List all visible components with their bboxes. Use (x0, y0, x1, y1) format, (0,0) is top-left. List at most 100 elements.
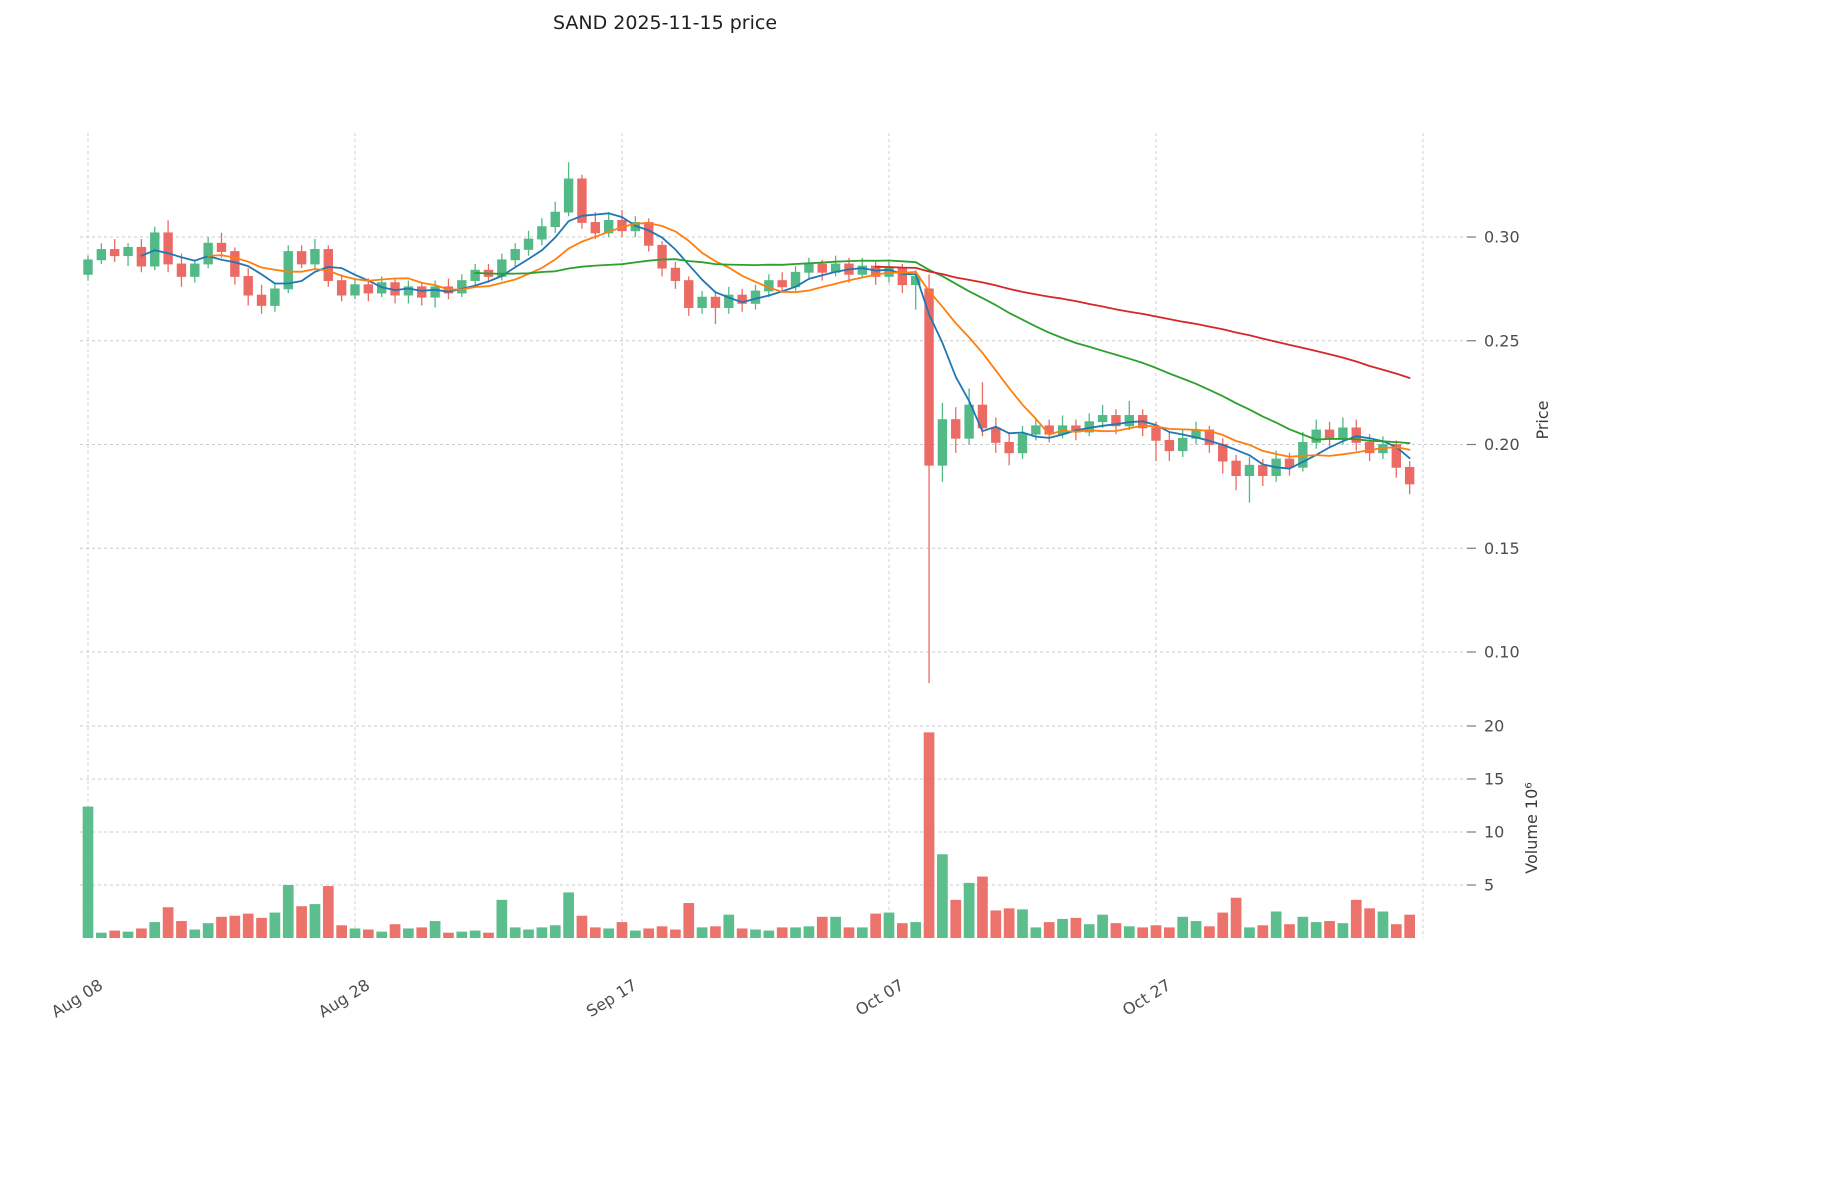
volume-bar (469, 930, 481, 938)
volume-bar (162, 907, 174, 938)
volume-tick-label: 10 (1484, 823, 1504, 842)
volume-bar (363, 929, 374, 938)
volume-bar (1003, 908, 1015, 938)
volume-bar (963, 882, 975, 938)
candle-body (363, 284, 374, 294)
volume-bar (216, 916, 227, 938)
volume-bar (816, 916, 828, 938)
candle-body (110, 249, 120, 257)
candle-body (1111, 415, 1121, 427)
candle-body (296, 251, 307, 265)
x-tick-label: Aug 08 (48, 975, 106, 1021)
volume-bar (1164, 927, 1175, 938)
candle-body (1164, 439, 1175, 452)
price-tick-label: 0.10 (1484, 643, 1520, 662)
candle-body (977, 404, 988, 429)
volume-bar (1070, 917, 1082, 938)
candle-body (1338, 427, 1348, 439)
volume-bar (830, 916, 841, 938)
volume-bar (269, 912, 281, 938)
volume-tick-label: 15 (1484, 770, 1504, 789)
candle-body (857, 265, 868, 275)
candle-body (1391, 444, 1402, 468)
chart-title: SAND 2025-11-15 price (553, 12, 777, 34)
volume-bar (883, 912, 895, 938)
candle-body (136, 246, 147, 267)
volume-bar (149, 922, 161, 938)
candle-body (590, 222, 601, 234)
volume-bar (523, 929, 534, 938)
volume-bar (296, 906, 307, 938)
candle-body (430, 286, 440, 298)
volume-bar (496, 899, 508, 938)
candle-body (1017, 433, 1028, 454)
volume-bar (1204, 926, 1215, 938)
volume-bar (336, 925, 347, 938)
candle-body (684, 280, 694, 308)
volume-bar (1230, 897, 1242, 938)
volume-bar (1404, 914, 1415, 938)
candle-body (1178, 437, 1188, 452)
candle-body (1244, 464, 1255, 477)
volume-bar (1057, 918, 1068, 938)
price-tick-label: 0.20 (1484, 435, 1520, 454)
volume-bar (1257, 925, 1269, 938)
candle-body (964, 404, 974, 439)
volume-bar (1083, 924, 1095, 938)
candle-body (804, 263, 814, 273)
candle-body (403, 286, 414, 296)
candle-body (203, 242, 213, 265)
volume-bar (96, 932, 107, 938)
candle-body (563, 178, 574, 213)
candle-body (163, 232, 173, 265)
volume-bar (309, 904, 321, 938)
volume-bar (750, 929, 761, 938)
volume-bar (1043, 922, 1055, 938)
volume-bar (843, 927, 855, 938)
candle-body (123, 246, 133, 257)
candle-body (83, 259, 93, 275)
volume-bar (776, 927, 788, 938)
candle-body (670, 267, 681, 281)
volume-bar (670, 929, 681, 938)
volume-bar (630, 930, 641, 938)
volume-bar (589, 927, 601, 938)
volume-bar (549, 925, 561, 938)
candle-body (724, 294, 734, 308)
volume-bar (1324, 921, 1335, 938)
candle-body (1151, 427, 1161, 441)
volume-bar (256, 917, 267, 938)
candle-body (417, 286, 427, 298)
volume-bar (643, 928, 655, 938)
price-tick-label: 0.30 (1484, 228, 1520, 247)
volume-bar (282, 885, 294, 938)
volume-bar (82, 806, 94, 938)
volume-bar (456, 931, 468, 938)
volume-bar (443, 932, 454, 938)
candle-body (577, 178, 587, 223)
volume-bar (803, 926, 815, 938)
volume-bar (1284, 924, 1295, 938)
volume-bar (1364, 908, 1375, 938)
volume-bar (376, 931, 388, 938)
ma-line-ma5 (140, 212, 1411, 470)
candle-body (897, 267, 908, 286)
volume-bar (923, 732, 935, 938)
volume-bar (122, 931, 134, 938)
candle-body (644, 222, 654, 246)
volume-bar (1377, 911, 1389, 938)
candle-body (777, 280, 787, 288)
candle-body (1231, 460, 1241, 477)
price-tick-label: 0.15 (1484, 539, 1520, 558)
volume-bar (1110, 923, 1122, 938)
candle-body (190, 263, 200, 277)
volume-bars (82, 732, 1415, 938)
volume-bar (483, 932, 494, 938)
price-tick-label: 0.25 (1484, 331, 1520, 350)
volume-bar (576, 915, 588, 938)
x-tick-label: Oct 27 (1119, 975, 1174, 1019)
ma-line-ma10 (207, 222, 1411, 458)
volume-bar (1030, 927, 1042, 938)
volume-bar (937, 854, 948, 938)
ma-line-ma60 (874, 265, 1411, 379)
